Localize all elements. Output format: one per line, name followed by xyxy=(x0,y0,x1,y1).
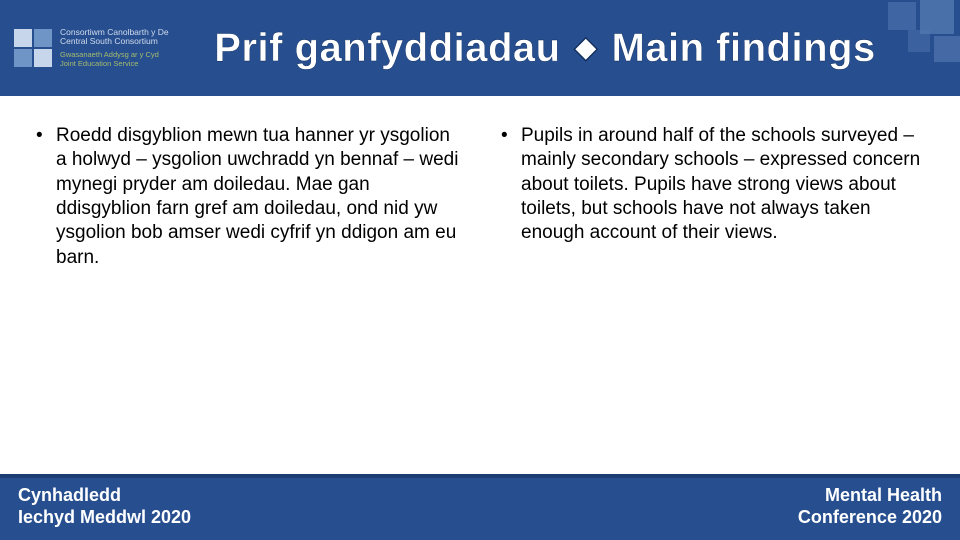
footer-left: Cynhadledd Iechyd Meddwl 2020 xyxy=(18,485,191,528)
footer-left-line2: Iechyd Meddwl 2020 xyxy=(18,507,191,529)
slide-header: Consortiwm Canolbarth y De Central South… xyxy=(0,0,960,96)
title-left: Prif ganfyddiadau xyxy=(214,26,560,70)
column-right: • Pupils in around half of the schools s… xyxy=(495,124,930,464)
title-separator-icon: ◆ xyxy=(574,30,598,65)
slide-footer: Cynhadledd Iechyd Meddwl 2020 Mental Hea… xyxy=(0,474,960,540)
logo-block: Consortiwm Canolbarth y De Central South… xyxy=(14,28,170,69)
bullet-marker: • xyxy=(30,124,56,270)
bullet-marker: • xyxy=(495,124,521,246)
bullet-item: • Roedd disgyblion mewn tua hanner yr ys… xyxy=(30,124,465,270)
logo-line1: Consortiwm Canolbarth y De Central South… xyxy=(60,28,170,48)
footer-topbar xyxy=(0,474,960,478)
slide-root: Consortiwm Canolbarth y De Central South… xyxy=(0,0,960,540)
bullet-text: Pupils in around half of the schools sur… xyxy=(521,124,930,246)
column-left: • Roedd disgyblion mewn tua hanner yr ys… xyxy=(30,124,465,464)
footer-right-line1: Mental Health xyxy=(798,485,942,507)
logo-squares-icon xyxy=(14,29,52,67)
slide-content: • Roedd disgyblion mewn tua hanner yr ys… xyxy=(0,96,960,474)
footer-right-line2: Conference 2020 xyxy=(798,507,942,529)
logo-line2: Gwasanaeth Addysg ar y Cyd Joint Educati… xyxy=(60,51,170,68)
footer-right: Mental Health Conference 2020 xyxy=(798,485,942,528)
bullet-text: Roedd disgyblion mewn tua hanner yr ysgo… xyxy=(56,124,465,270)
footer-left-line1: Cynhadledd xyxy=(18,485,191,507)
title-right: Main findings xyxy=(611,26,875,70)
corner-decor-icon xyxy=(860,0,960,80)
slide-title: Prif ganfyddiadau ◆ Main findings xyxy=(170,26,960,71)
bullet-item: • Pupils in around half of the schools s… xyxy=(495,124,930,246)
logo-text: Consortiwm Canolbarth y De Central South… xyxy=(60,28,170,69)
